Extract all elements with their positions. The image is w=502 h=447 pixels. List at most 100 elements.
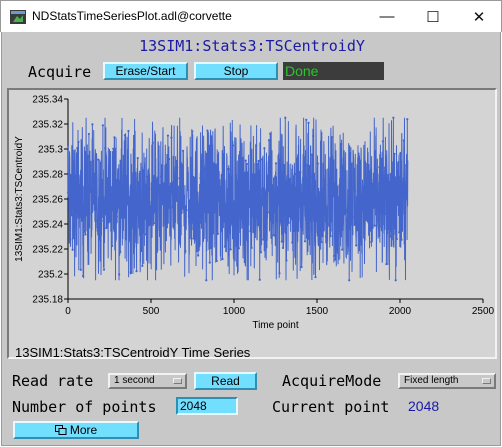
series-point — [274, 162, 278, 165]
series-point — [280, 240, 283, 243]
series-point — [405, 164, 408, 167]
series-point — [372, 186, 375, 190]
series-point — [292, 175, 295, 178]
maximize-icon[interactable]: ☐ — [426, 8, 440, 26]
series-point — [123, 134, 127, 137]
series-point — [230, 184, 233, 187]
more-label: More — [69, 423, 98, 437]
series-point — [166, 134, 170, 137]
series-point — [288, 178, 292, 181]
erase-start-button[interactable]: Erase/Start — [103, 62, 188, 80]
series-point — [148, 187, 151, 191]
series-point — [387, 184, 390, 187]
series-point — [122, 189, 125, 193]
series-point — [326, 206, 329, 210]
series-point — [331, 195, 335, 198]
series-point — [366, 177, 369, 180]
series-point — [241, 201, 244, 204]
series-point — [343, 196, 346, 199]
series-point — [285, 259, 288, 262]
series-point — [277, 203, 280, 206]
series-point — [119, 250, 122, 253]
series-point — [161, 200, 164, 203]
series-point — [202, 169, 206, 173]
more-button[interactable]: More — [13, 421, 139, 439]
series-point — [322, 195, 325, 198]
series-point — [291, 241, 294, 244]
acquire-label: Acquire — [28, 63, 92, 81]
series-point — [80, 194, 84, 197]
read-rate-value: 1 second — [114, 375, 155, 386]
series-point — [243, 223, 246, 226]
series-point — [154, 195, 157, 198]
series-point — [319, 212, 322, 215]
series-point — [385, 262, 388, 266]
series-point — [348, 279, 351, 282]
read-rate-menu[interactable]: 1 second — [108, 373, 187, 389]
series-point — [364, 216, 367, 219]
x-tick-label: 500 — [143, 306, 160, 317]
series-point — [135, 270, 138, 273]
series-point — [278, 272, 281, 275]
series-point — [141, 264, 144, 267]
series-point — [213, 180, 216, 183]
series-point — [316, 162, 319, 165]
series-point — [72, 235, 75, 238]
series-point — [142, 172, 145, 175]
app-icon — [10, 10, 26, 24]
num-points-input[interactable]: 2048 — [176, 397, 238, 415]
close-icon[interactable]: ✕ — [472, 8, 486, 26]
series-point — [392, 116, 395, 119]
series-point — [214, 174, 217, 177]
series-point — [310, 153, 314, 156]
minimize-icon[interactable]: — — [379, 8, 395, 25]
series-point — [250, 246, 253, 249]
series-point — [259, 251, 262, 254]
series-point — [150, 216, 153, 219]
series-point — [210, 144, 214, 147]
series-point — [240, 176, 243, 179]
series-point — [91, 123, 94, 126]
series-point — [374, 213, 378, 216]
series-point — [191, 130, 194, 133]
series-point — [317, 203, 321, 206]
series-point — [279, 186, 282, 190]
series-point — [256, 162, 259, 166]
series-point — [186, 189, 189, 192]
series-point — [82, 274, 85, 278]
current-point-value: 2048 — [408, 398, 440, 414]
series-point — [299, 171, 302, 174]
series-point — [204, 167, 207, 170]
x-tick-label: 0 — [65, 306, 71, 317]
series-point — [238, 215, 242, 218]
series-point — [313, 215, 316, 218]
series-point — [356, 204, 359, 207]
series-point — [197, 254, 200, 257]
stop-button[interactable]: Stop — [194, 62, 278, 80]
series-point — [233, 230, 236, 233]
series-point — [174, 189, 178, 192]
series-point — [293, 172, 296, 176]
series-point — [184, 250, 187, 253]
acquire-mode-value: Fixed length — [404, 375, 459, 386]
series-point — [266, 211, 269, 214]
read-button[interactable]: Read — [194, 372, 257, 390]
series-point — [66, 191, 70, 194]
acquire-mode-menu[interactable]: Fixed length — [398, 373, 496, 389]
series-point — [329, 235, 332, 238]
series-point — [380, 173, 383, 177]
series-point — [260, 158, 264, 161]
series-point — [258, 278, 261, 281]
series-point — [245, 162, 249, 166]
series-point — [216, 232, 219, 235]
series-point — [92, 191, 95, 194]
y-axis-label: 13SIM1:Stats3:TSCentroidY — [14, 136, 25, 262]
series-point — [402, 139, 405, 142]
series-point — [86, 154, 89, 157]
series-point — [339, 143, 343, 146]
series-point — [281, 246, 285, 250]
series-point — [349, 151, 352, 155]
series-point — [403, 184, 407, 187]
series-point — [115, 215, 118, 218]
series-point — [248, 197, 251, 201]
